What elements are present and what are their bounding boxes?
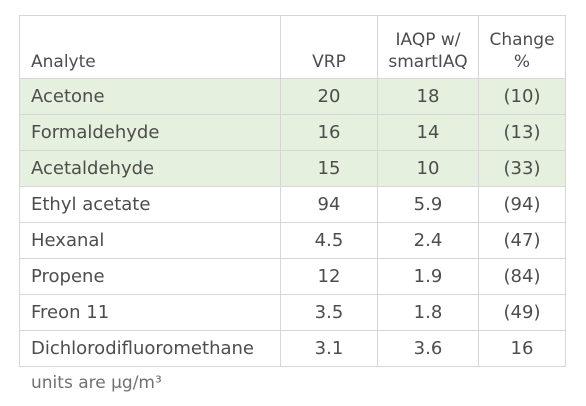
header-change-line1: Change	[489, 30, 555, 50]
cell-vrp: 3.1	[280, 330, 378, 367]
table-row: Formaldehyde 16 14 (13)	[19, 114, 566, 151]
header-iaqp-line1: IAQP w/	[395, 30, 461, 50]
cell-analyte: Acetaldehyde	[19, 150, 281, 187]
cell-vrp: 20	[280, 78, 378, 115]
cell-change: (49)	[478, 294, 566, 331]
cell-iaqp: 1.9	[377, 258, 479, 295]
cell-vrp: 16	[280, 114, 378, 151]
table-row: Propene 12 1.9 (84)	[19, 258, 566, 295]
cell-vrp: 3.5	[280, 294, 378, 331]
cell-vrp: 4.5	[280, 222, 378, 259]
cell-iaqp: 14	[377, 114, 479, 151]
cell-analyte: Dichlorodifluoromethane	[19, 330, 281, 367]
cell-vrp: 12	[280, 258, 378, 295]
header-iaqp: IAQP w/smartIAQ	[377, 15, 479, 79]
header-iaqp-line2: smartIAQ	[388, 52, 468, 72]
cell-change: (10)	[478, 78, 566, 115]
header-row: Analyte VRP IAQP w/smartIAQ Change%	[19, 15, 566, 79]
cell-change: (13)	[478, 114, 566, 151]
header-change-line2: %	[513, 52, 531, 72]
table-row: Acetaldehyde 15 10 (33)	[19, 150, 566, 187]
cell-vrp: 94	[280, 186, 378, 223]
cell-iaqp: 18	[377, 78, 479, 115]
cell-analyte: Formaldehyde	[19, 114, 281, 151]
cell-analyte: Propene	[19, 258, 281, 295]
analyte-table-container: Analyte VRP IAQP w/smartIAQ Change% Acet…	[19, 15, 566, 367]
cell-change: (47)	[478, 222, 566, 259]
cell-change: (94)	[478, 186, 566, 223]
cell-iaqp: 3.6	[377, 330, 479, 367]
table-row: Acetone 20 18 (10)	[19, 78, 566, 115]
cell-iaqp: 5.9	[377, 186, 479, 223]
header-change: Change%	[478, 15, 566, 79]
table-row: Ethyl acetate 94 5.9 (94)	[19, 186, 566, 223]
cell-vrp: 15	[280, 150, 378, 187]
cell-analyte: Acetone	[19, 78, 281, 115]
cell-change: (84)	[478, 258, 566, 295]
cell-iaqp: 2.4	[377, 222, 479, 259]
cell-analyte: Ethyl acetate	[19, 186, 281, 223]
header-analyte: Analyte	[19, 15, 281, 79]
cell-change: 16	[478, 330, 566, 367]
cell-analyte: Hexanal	[19, 222, 281, 259]
table-row: Hexanal 4.5 2.4 (47)	[19, 222, 566, 259]
table-row: Dichlorodifluoromethane 3.1 3.6 16	[19, 330, 566, 367]
cell-iaqp: 10	[377, 150, 479, 187]
cell-iaqp: 1.8	[377, 294, 479, 331]
cell-change: (33)	[478, 150, 566, 187]
table-row: Freon 11 3.5 1.8 (49)	[19, 294, 566, 331]
analyte-table: Analyte VRP IAQP w/smartIAQ Change% Acet…	[19, 15, 566, 367]
table-body: Acetone 20 18 (10) Formaldehyde 16 14 (13) Aceta…	[19, 78, 566, 367]
table-header: Analyte VRP IAQP w/smartIAQ Change%	[19, 15, 566, 79]
units-footnote: units are µg/m³	[31, 373, 162, 393]
cell-analyte: Freon 11	[19, 294, 281, 331]
header-vrp: VRP	[280, 15, 378, 79]
